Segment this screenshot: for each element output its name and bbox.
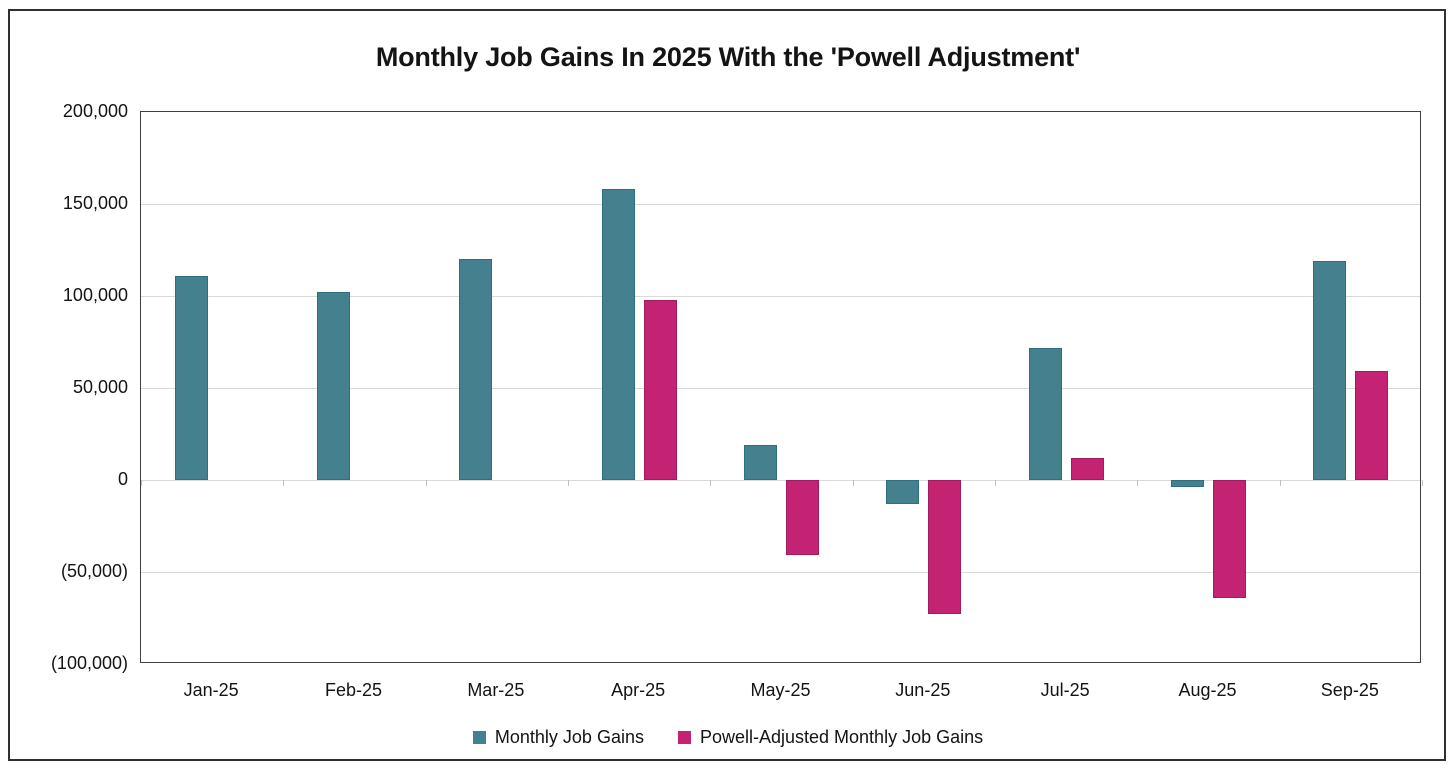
x-axis-category-label: Jul-25 (1040, 680, 1090, 700)
category-axis-tick (425, 480, 427, 486)
bar-monthly-Feb-25 (317, 292, 350, 480)
category-axis-tick (995, 480, 996, 486)
y-axis-tick-label: 50,000 (72, 377, 128, 397)
x-axis-category-label: Aug-25 (1178, 680, 1237, 700)
category-axis-tick (1422, 480, 1423, 486)
x-axis-category-label: Sep-25 (1320, 680, 1379, 700)
gridline (141, 572, 1420, 573)
bar-monthly-Jul-25 (1028, 347, 1062, 480)
x-axis-category-label: Jun-25 (895, 680, 951, 700)
plot-area (140, 111, 1423, 663)
bar-powell-May-25 (786, 480, 819, 556)
bar-powell-Aug-25 (1213, 480, 1246, 598)
bar-monthly-Aug-25 (1171, 480, 1204, 488)
gridline (141, 480, 1420, 481)
y-axis-tick-label: (100,000) (50, 653, 128, 673)
y-axis-tick-label: 100,000 (62, 285, 128, 305)
category-axis-tick (568, 480, 569, 486)
gridline (141, 296, 1420, 297)
category-axis-tick (1279, 480, 1281, 486)
x-axis-category-label: Feb-25 (324, 680, 383, 700)
chart-title: Monthly Job Gains In 2025 With the 'Powe… (375, 42, 1081, 72)
x-axis-category-label: Mar-25 (467, 680, 525, 700)
y-axis-tick-label: 0 (117, 469, 128, 489)
legend-label: Monthly Job Gains (494, 727, 644, 747)
bar-powell-Jul-25 (1070, 457, 1104, 480)
bar-monthly-Apr-25 (601, 189, 635, 480)
gridline (141, 204, 1420, 205)
category-axis-tick (852, 480, 854, 486)
bar-monthly-Mar-25 (459, 259, 493, 480)
bar-monthly-Jun-25 (886, 480, 920, 504)
x-axis-category-label: Apr-25 (611, 680, 666, 700)
y-axis-tick-label: 200,000 (62, 101, 128, 121)
x-axis-category-label: May-25 (750, 680, 811, 700)
bar-monthly-May-25 (744, 445, 777, 480)
y-axis-tick-label: 150,000 (62, 193, 128, 213)
bar-powell-Sep-25 (1355, 371, 1389, 480)
legend-swatch-icon (472, 731, 486, 744)
legend: Monthly Job Gains Powell-Adjusted Monthly… (0, 727, 1456, 748)
gridline (141, 388, 1420, 389)
category-axis-tick (141, 480, 142, 486)
bar-powell-Jun-25 (928, 480, 962, 615)
category-axis-tick (283, 480, 285, 486)
y-axis-tick-label: (50,000) (60, 561, 128, 581)
legend-label: Powell-Adjusted Monthly Job Gains (699, 727, 984, 747)
bar-monthly-Sep-25 (1313, 261, 1347, 480)
bar-monthly-Jan-25 (174, 275, 208, 480)
category-axis-tick (710, 480, 712, 486)
category-axis-tick (1137, 480, 1139, 486)
bar-powell-Apr-25 (643, 299, 677, 480)
x-axis-category-label: Jan-25 (183, 680, 239, 700)
legend-swatch-icon (677, 731, 691, 744)
legend-item-powell-adjusted: Powell-Adjusted Monthly Job Gains (677, 727, 984, 748)
legend-item-monthly-job-gains: Monthly Job Gains (472, 727, 644, 748)
